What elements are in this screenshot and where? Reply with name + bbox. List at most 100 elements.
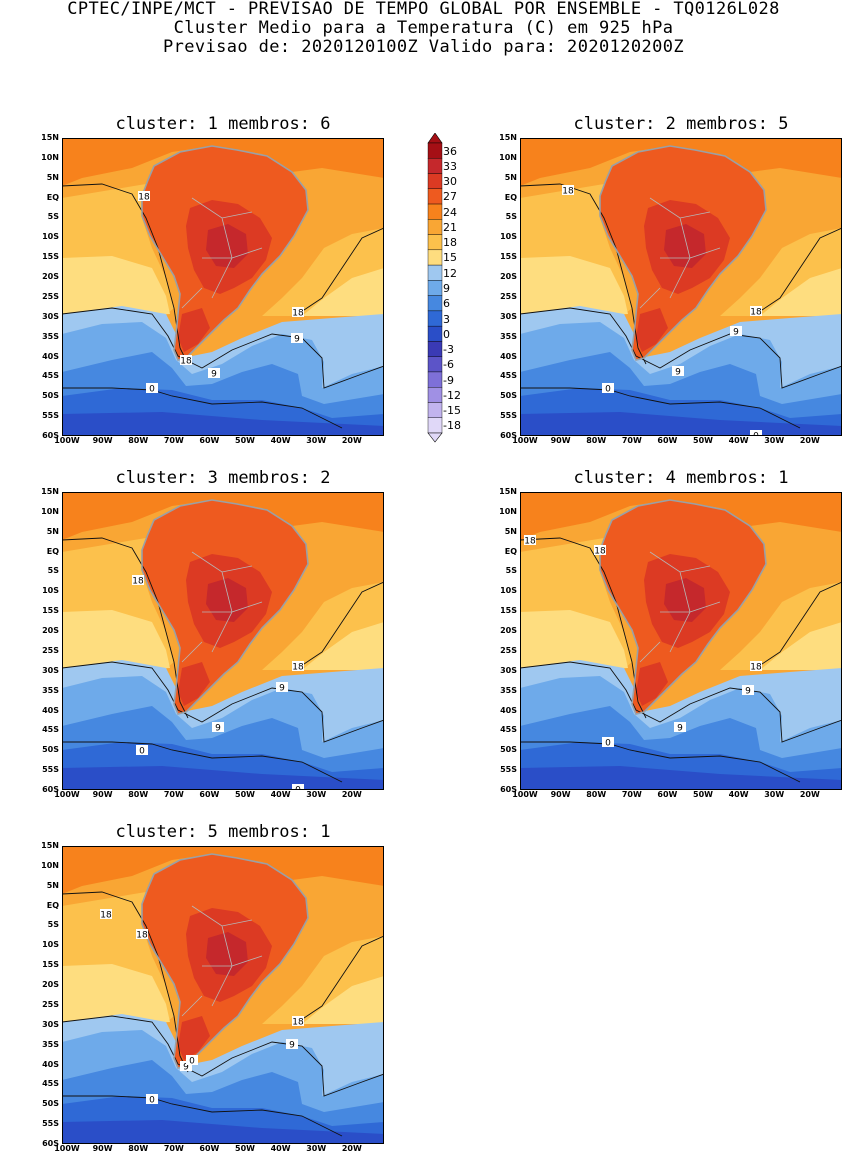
colorbar-swatch (427, 158, 443, 174)
contour-label: 18 (750, 306, 762, 318)
lat-label: 40S (42, 351, 59, 361)
lat-label: 60S (42, 1139, 59, 1149)
contour-label: 9 (674, 722, 686, 734)
lon-label: 90W (550, 436, 571, 445)
colorbar-label: 30 (443, 175, 457, 189)
lat-label: 15S (42, 252, 59, 262)
lat-label: 10S (42, 940, 59, 950)
contour-label: 18 (132, 575, 144, 587)
lat-label: 30S (42, 665, 59, 675)
contour-label: 0 (136, 745, 148, 757)
colorbar-swatch (427, 310, 443, 327)
lon-label: 100W (54, 790, 80, 799)
colorbar-swatch (427, 142, 443, 159)
band-15-east (760, 622, 842, 670)
coastline (141, 499, 309, 715)
colorbar-label: 18 (443, 236, 457, 250)
band-24-north (62, 846, 384, 894)
lat-label: 10S (42, 586, 59, 596)
lon-label: 30W (306, 436, 327, 445)
svg-text:9: 9 (294, 335, 300, 345)
lat-label: 5N (46, 172, 59, 182)
contour-line-2 (62, 307, 384, 389)
lat-label: 35S (42, 685, 59, 695)
colorbar-swatch (427, 387, 443, 403)
contour-label: 0 (146, 1094, 158, 1106)
lat-label: 35S (500, 685, 517, 695)
svg-text:9: 9 (675, 368, 681, 378)
band-15-east (302, 622, 384, 670)
band-0 (62, 412, 384, 436)
contour-line-2 (62, 661, 384, 743)
svg-text:18: 18 (292, 309, 304, 319)
continent-south (178, 308, 210, 352)
lat-label: EQ (46, 900, 59, 910)
contour-label: 0 (602, 737, 614, 749)
lat-label: 60S (42, 431, 59, 441)
coastline (141, 853, 309, 1069)
lat-label: 20S (42, 626, 59, 636)
colorbar-swatch (427, 173, 443, 189)
contour-label: 0 (186, 1055, 198, 1067)
lat-label: 35S (42, 331, 59, 341)
map-frame (520, 138, 842, 436)
lat-label: 10S (42, 232, 59, 242)
contour-line-1 (297, 227, 384, 315)
borders (181, 551, 263, 663)
svg-text:9: 9 (211, 370, 217, 380)
lon-label: 70W (163, 436, 184, 445)
band-15-east (302, 976, 384, 1024)
colorbar-label: 15 (443, 251, 457, 265)
contour-line-3 (62, 741, 343, 783)
band-15-west (62, 964, 170, 1024)
lat-label: 50S (42, 391, 59, 401)
colorbar-swatch (427, 417, 443, 434)
colorbar-label: 21 (443, 220, 457, 234)
lon-label: 70W (621, 436, 642, 445)
lat-label: 20S (42, 272, 59, 282)
contour-label: 0 (292, 784, 304, 790)
contour-label: 9 (291, 333, 303, 345)
colorbar-swatch (427, 356, 443, 373)
lat-label: 40S (42, 1059, 59, 1069)
lat-label: EQ (46, 192, 59, 202)
lat-label: 10S (500, 232, 517, 242)
svg-text:18: 18 (524, 537, 536, 547)
lat-label: 60S (500, 431, 517, 441)
borders (639, 551, 721, 663)
header-title: CPTEC/INPE/MCT - PREVISAO DE TEMPO GLOBA… (67, 0, 780, 19)
lat-label: 25S (500, 645, 517, 655)
lon-label: 50W (235, 790, 255, 799)
contour-label: 9 (212, 722, 224, 734)
lon-label: 20W (341, 1144, 362, 1153)
lat-label: 5S (505, 212, 517, 222)
colorbar-label: -18 (443, 419, 461, 433)
lat-label: 5N (46, 880, 59, 890)
contour-label: 18 (292, 661, 304, 673)
lat-label: 45S (500, 371, 517, 381)
lat-label: 45S (42, 371, 59, 381)
continent-south (636, 662, 668, 706)
svg-text:0: 0 (753, 432, 759, 437)
svg-text:0: 0 (605, 385, 611, 395)
contour-line-2 (520, 307, 842, 389)
borders (181, 905, 263, 1017)
lat-label: 30S (42, 1019, 59, 1029)
svg-text:18: 18 (136, 931, 148, 941)
band-0 (520, 766, 842, 790)
band-15-west (520, 256, 628, 316)
contour-label: 0 (602, 383, 614, 395)
lat-label: 40S (500, 351, 517, 361)
lon-label: 60W (657, 436, 678, 445)
lon-label: 30W (306, 790, 327, 799)
lon-label: 50W (693, 436, 713, 445)
contour-line-1 (755, 581, 842, 669)
colorbar-label: 0 (443, 327, 450, 341)
svg-text:9: 9 (733, 328, 739, 338)
svg-text:0: 0 (149, 385, 155, 395)
coastline (141, 145, 309, 361)
contour-line-3 (520, 387, 801, 429)
svg-text:9: 9 (677, 724, 683, 734)
band-0 (62, 1120, 384, 1144)
lat-label: 30S (42, 311, 59, 321)
